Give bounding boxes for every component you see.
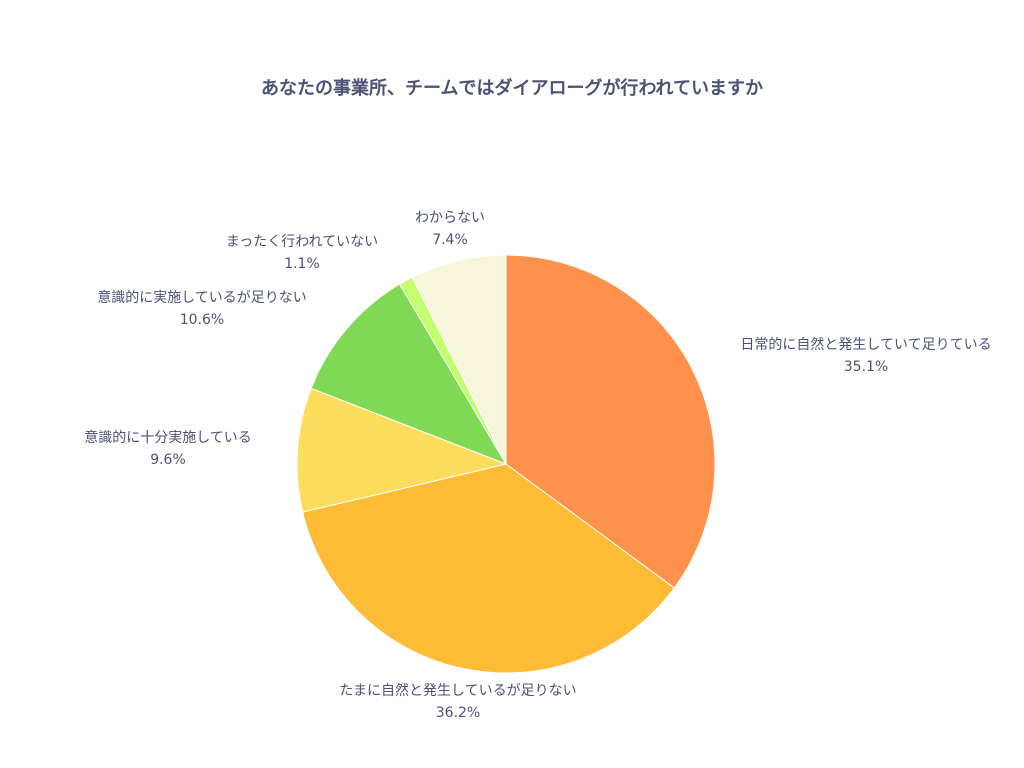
- chart-title: あなたの事業所、チームではダイアローグが行われていますか: [260, 78, 764, 99]
- slice-percent-label: 1.1%: [284, 256, 320, 272]
- pie-slice[interactable]: [302, 463, 676, 674]
- pie-slice[interactable]: [505, 254, 716, 589]
- slice-percent-label: 7.4%: [432, 232, 468, 248]
- slice-percent-label: 9.6%: [150, 452, 186, 468]
- slice-percent-label: 35.1%: [844, 359, 888, 375]
- pie-slice[interactable]: [310, 283, 508, 465]
- slice-label: まったく行われていない: [226, 234, 378, 250]
- slice-label: 日常的に自然と発生していて足りている: [740, 336, 991, 353]
- slice-label: 意識的に十分実施している: [84, 429, 252, 446]
- slice-label: 意識的に実施しているが足りない: [97, 289, 307, 306]
- slice-label: たまに自然と発生しているが足りない: [339, 682, 576, 699]
- pie-slice[interactable]: [296, 387, 508, 513]
- slice-percent-label: 36.2%: [436, 705, 480, 721]
- pie-slice[interactable]: [411, 254, 507, 465]
- slice-label: わからない: [415, 210, 485, 226]
- slice-percent-label: 10.6%: [180, 312, 224, 328]
